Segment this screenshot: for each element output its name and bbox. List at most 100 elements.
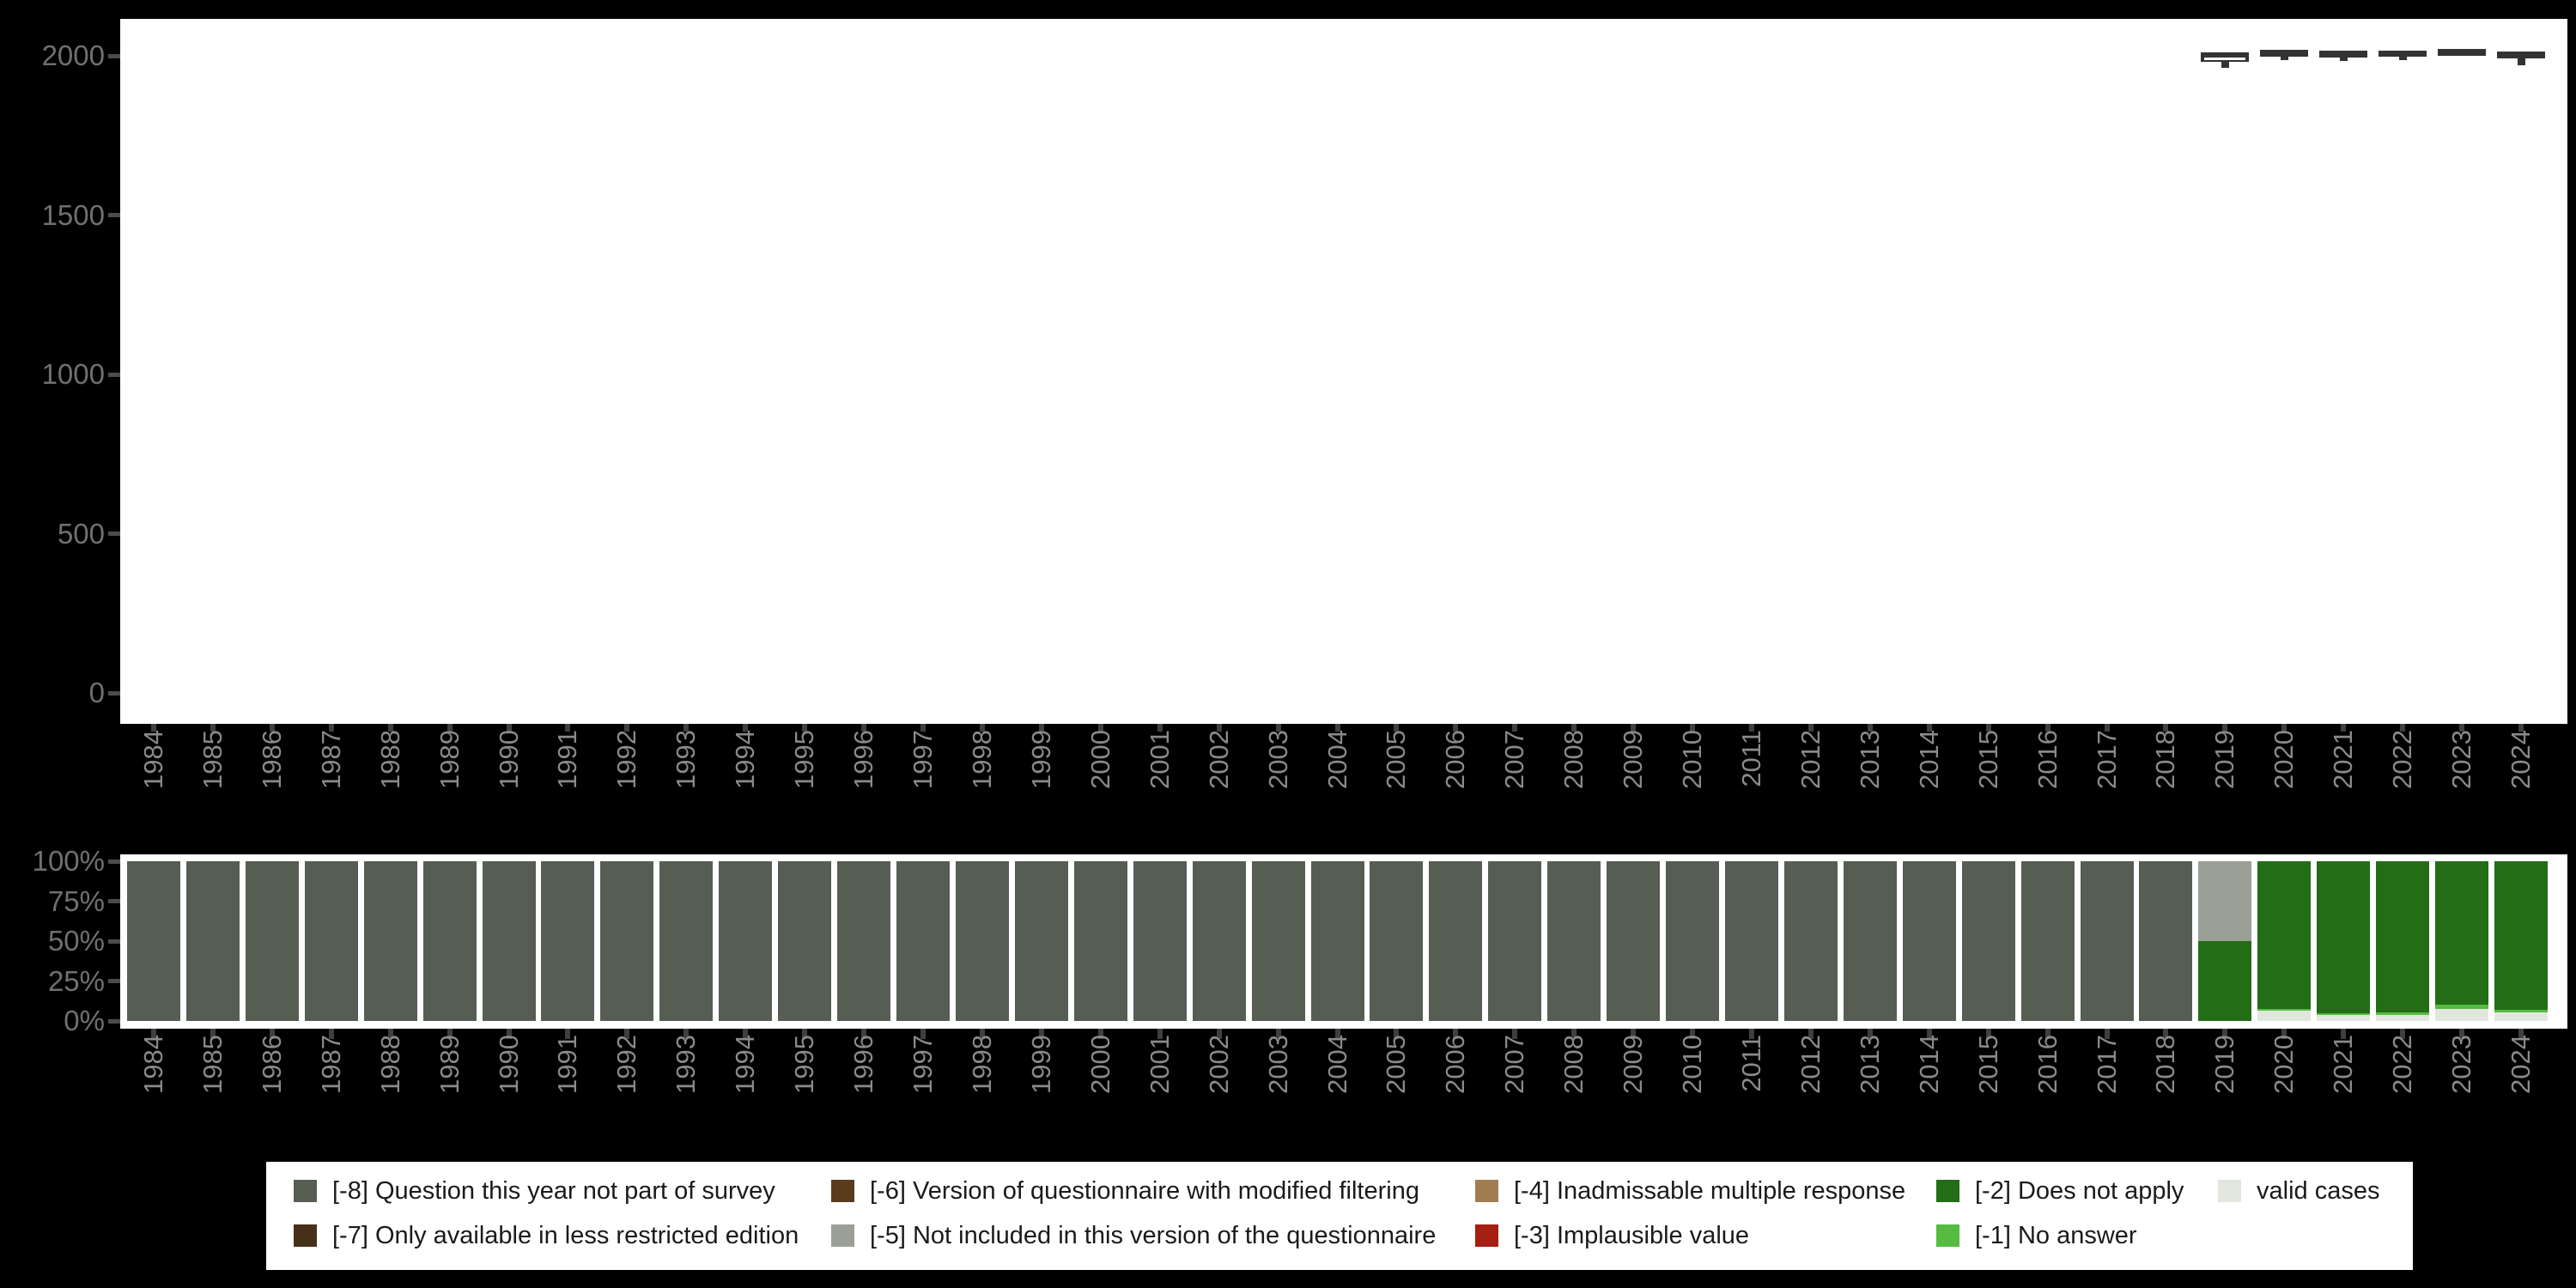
x-axis-tick [2163,1029,2169,1039]
x-axis-tick [1631,724,1637,732]
y-axis-tick [108,690,120,696]
x-axis-tick [387,1029,393,1039]
bar-segment--8 [1547,861,1601,1021]
bar-segment--1 [2435,1005,2489,1010]
x-axis-tick [1097,724,1103,732]
x-axis-year-label: 1985 [197,730,228,789]
bar-segment--8 [1429,861,1483,1021]
boxplot-box [2260,49,2309,58]
x-axis-tick [210,724,216,732]
bar-segment--8 [1014,861,1068,1021]
y-axis-tick [108,532,120,536]
legend-label--4: [-4] Inadmissable multiple response [1514,1177,1906,1205]
x-axis-year-label: 2005 [1381,1035,1412,1094]
x-axis-year-label: 1988 [374,1035,405,1094]
legend-swatch--1 [1936,1224,1959,1247]
x-axis-year-label: 2023 [2446,1035,2477,1094]
x-axis-year-label: 1999 [1025,730,1056,789]
y-axis-tick-label: 25% [47,964,105,997]
x-axis-year-label: 2002 [1203,1035,1234,1094]
x-axis-tick [1926,724,1932,732]
legend-swatch-valid [2218,1180,2241,1202]
x-axis-year-label: 2005 [1381,730,1412,789]
legend-swatch--8 [294,1180,317,1202]
boxplot-lower-whisker [2398,57,2407,60]
x-axis-year-label: 2013 [1854,1035,1885,1094]
y-axis-tick-label: 0% [64,1005,105,1036]
y-axis-tick [108,372,120,377]
x-axis-year-label: 2014 [1913,730,1944,789]
x-axis-year-label: 2009 [1618,730,1649,789]
x-axis-year-label: 2004 [1321,1035,1352,1094]
x-axis-year-label: 2020 [2269,730,2300,789]
x-axis-year-label: 1990 [493,1035,524,1094]
x-axis-tick [2104,724,2110,732]
x-axis-year-label: 2024 [2506,1035,2536,1094]
x-axis-year-label: 2016 [2032,730,2063,789]
bar-segment--8 [1843,861,1897,1021]
bar-segment--1 [2257,1009,2312,1012]
y-axis-tick-label: 50% [47,925,105,957]
x-axis-tick [210,1029,216,1039]
x-axis-year-label: 2018 [2150,730,2181,789]
x-axis-year-label: 2007 [1499,730,1530,789]
x-axis-year-label: 2001 [1144,1035,1175,1094]
legend-label--5: [-5] Not included in this version of the… [870,1222,1437,1249]
x-axis-year-label: 1984 [138,730,168,789]
x-axis-year-label: 2023 [2446,730,2477,789]
x-axis-tick [1038,1029,1044,1039]
legend-swatch--6 [831,1180,854,1202]
x-axis-year-label: 2000 [1084,730,1115,789]
x-axis-tick [447,1029,453,1039]
x-axis-tick [1394,1029,1400,1039]
x-axis-tick [1157,724,1163,732]
bar-segment--1 [2376,1012,2430,1015]
bar-segment--8 [1370,861,1424,1021]
legend-swatch--5 [831,1224,854,1247]
x-axis-tick [2459,1029,2465,1039]
bar-segment--8 [719,861,773,1021]
x-axis-year-label: 2008 [1558,1035,1589,1094]
x-axis-year-label: 2011 [1735,1035,1766,1092]
bar-segment--8 [1133,861,1187,1021]
x-axis-year-label: 1991 [552,1035,583,1094]
bar-segment-valid [2494,1012,2548,1021]
bar-segment--8 [1310,861,1364,1021]
x-axis-tick [624,1029,630,1039]
x-axis-year-label: 1988 [374,730,405,789]
bar-segment--8 [1724,861,1778,1021]
x-axis-tick [1690,724,1696,732]
bar-segment-valid [2317,1015,2371,1021]
bar-segment--8 [363,861,417,1021]
y-axis-tick [108,53,120,58]
x-axis-tick [1394,724,1400,732]
x-axis-year-label: 1984 [138,1035,168,1094]
bar-segment--8 [1607,861,1661,1021]
x-axis-tick [979,724,985,732]
x-axis-tick [1334,724,1340,732]
bar-segment--8 [127,861,180,1021]
x-axis-year-label: 2010 [1677,730,1708,789]
x-axis-year-label: 1992 [611,1035,642,1094]
x-axis-tick [802,1029,808,1039]
x-axis-tick [1748,724,1754,732]
x-axis-tick [1571,1029,1577,1039]
bar-segment--8 [1666,861,1720,1021]
y-axis-tick [108,939,120,944]
x-axis-tick [447,724,453,732]
x-axis-year-label: 1987 [315,1035,346,1094]
boxplot-lower-whisker [2339,58,2348,61]
x-axis-tick [1512,1029,1518,1039]
bar-segment--8 [482,861,536,1021]
x-axis-year-label: 2018 [2150,1035,2181,1094]
x-axis-year-label: 1992 [611,730,642,789]
x-axis-year-label: 2020 [2269,1035,2300,1094]
legend-label-valid: valid cases [2257,1177,2380,1205]
x-axis-tick [1038,724,1044,732]
boxplot-box [2201,52,2250,63]
x-axis-tick [2459,724,2465,732]
x-axis-year-label: 2022 [2387,730,2418,789]
x-axis-tick [2341,1029,2347,1039]
legend-label--6: [-6] Version of questionnaire with modif… [870,1177,1419,1205]
x-axis-year-label: 1986 [256,1035,287,1094]
